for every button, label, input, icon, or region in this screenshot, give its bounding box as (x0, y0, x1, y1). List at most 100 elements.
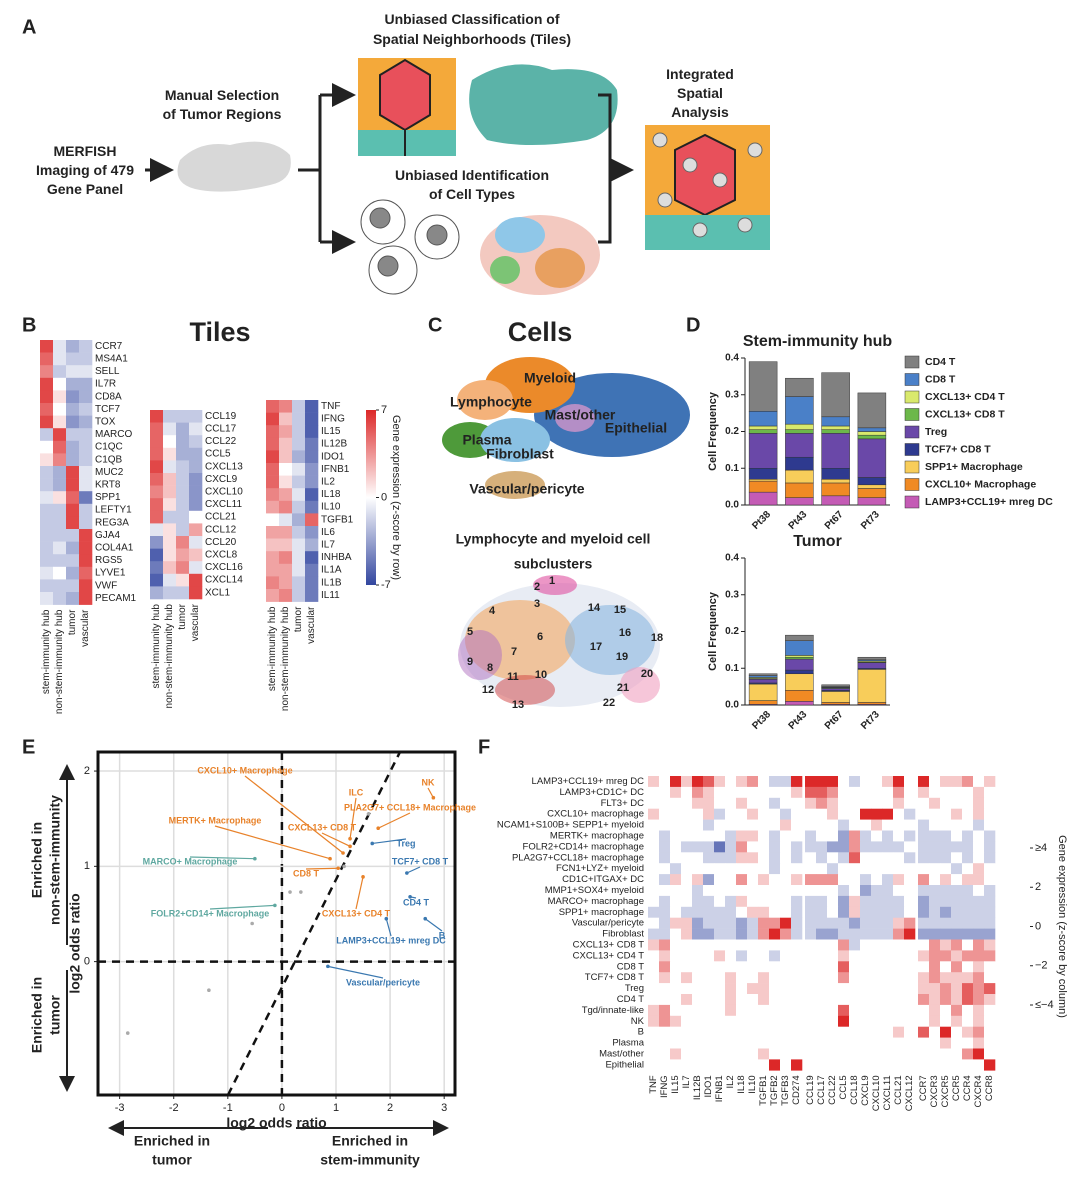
heatmap-cell (736, 1059, 747, 1070)
column-label: CCR5 (951, 1075, 962, 1101)
heatmap-cell (703, 820, 714, 831)
heatmap-cell (805, 929, 816, 940)
heatmap-cell (714, 1027, 725, 1038)
heatmap-cell (648, 863, 659, 874)
heatmap-cell (670, 918, 681, 929)
heatmap-cell (279, 476, 292, 489)
heatmap-cell (973, 787, 984, 798)
heatmap-cell (882, 787, 893, 798)
legend-swatch (905, 391, 919, 403)
x-tick-label: Pt73 (859, 709, 882, 732)
heatmap-cell (725, 961, 736, 972)
heatmap-cell (838, 1049, 849, 1060)
heatmap-cell (791, 1027, 802, 1038)
heatmap-cell (962, 896, 973, 907)
row-label: RGS5 (95, 555, 123, 566)
point (367, 812, 371, 816)
heatmap-cell (904, 918, 915, 929)
heatmap-cell (849, 994, 860, 1005)
heatmap-cell (40, 491, 53, 504)
legend-swatch (905, 461, 919, 473)
heatmap-cell (962, 929, 973, 940)
heatmap-cell (791, 852, 802, 863)
heatmap-cell (904, 1016, 915, 1027)
heatmap-cell (736, 820, 747, 831)
heatmap-cell (725, 885, 736, 896)
heatmap-cell (838, 1027, 849, 1038)
heatmap-cell (53, 466, 66, 479)
heatmap-cell (703, 874, 714, 885)
heatmap-cell (648, 809, 659, 820)
heatmap-cell (816, 1027, 827, 1038)
heatmap-cell (681, 776, 692, 787)
heatmap-cell (681, 972, 692, 983)
heatmap-cell (929, 961, 940, 972)
point (126, 1031, 130, 1035)
point-label: TCF7+ CD8 T (392, 856, 449, 866)
heatmap-cell (849, 885, 860, 896)
heatmap-cell (962, 874, 973, 885)
heatmap-cell (747, 798, 758, 809)
heatmap-cell (150, 473, 163, 486)
row-label: CXCL10+ macrophage (547, 809, 644, 820)
heatmap-cell (984, 798, 995, 809)
heatmap-cell (816, 787, 827, 798)
bar-segment (822, 417, 850, 426)
point (361, 875, 365, 879)
heatmap-cell (725, 863, 736, 874)
heatmap-cell (659, 798, 670, 809)
heatmap-cell (918, 896, 929, 907)
point-label: CXCL13+ CD4 T (322, 908, 391, 918)
heatmap-cell (904, 820, 915, 831)
column-label: vascular (306, 606, 317, 644)
bar-segment (785, 659, 813, 670)
heatmap-cell (962, 1059, 973, 1070)
heatmap-cell (758, 1016, 769, 1027)
heatmap-cell (189, 586, 202, 599)
heatmap-cell (893, 820, 904, 831)
heatmap-cell (791, 1049, 802, 1060)
row-label: MS4A1 (95, 354, 128, 365)
heatmap-cell (670, 983, 681, 994)
heatmap-cell (670, 972, 681, 983)
column-label: vascular (80, 609, 91, 647)
heatmap-cell (747, 961, 758, 972)
heatmap-cell (940, 983, 951, 994)
heatmap-cell (871, 983, 882, 994)
heatmap-cell (780, 994, 791, 1005)
heatmap-cell (758, 961, 769, 972)
bar-segment (749, 679, 777, 683)
point (405, 871, 409, 875)
heatmap-cell (973, 961, 984, 972)
heatmap-cell (714, 776, 725, 787)
heatmap-cell (725, 1027, 736, 1038)
heatmap-cell (736, 885, 747, 896)
heatmap-cell (860, 1027, 871, 1038)
heatmap-cell (849, 907, 860, 918)
heatmap-cell (648, 1059, 659, 1070)
cluster-label: 8 (487, 662, 493, 674)
subcluster-title: subclusters (514, 556, 593, 572)
heatmap-cell (40, 403, 53, 416)
heatmap-cell (951, 1016, 962, 1027)
heatmap-cell (736, 907, 747, 918)
heatmap-cell (882, 809, 893, 820)
heatmap-cell (279, 488, 292, 501)
heatmap-cell (692, 841, 703, 852)
heatmap-cell (747, 950, 758, 961)
heatmap-cell (871, 841, 882, 852)
heatmap-cell (279, 450, 292, 463)
heatmap-cell (780, 907, 791, 918)
heatmap-cell (871, 831, 882, 842)
heatmap-cell (769, 940, 780, 951)
tissue-map (469, 64, 617, 145)
heatmap-cell (769, 972, 780, 983)
heatmap-cell (714, 798, 725, 809)
colorbar-label: Gene expression (z-score by row) (390, 415, 402, 580)
row-label: Epithelial (605, 1059, 644, 1070)
heatmap-cell (984, 776, 995, 787)
heatmap-cell (940, 1005, 951, 1016)
row-label: MARCO+ macrophage (548, 896, 644, 907)
heatmap-cell (659, 776, 670, 787)
